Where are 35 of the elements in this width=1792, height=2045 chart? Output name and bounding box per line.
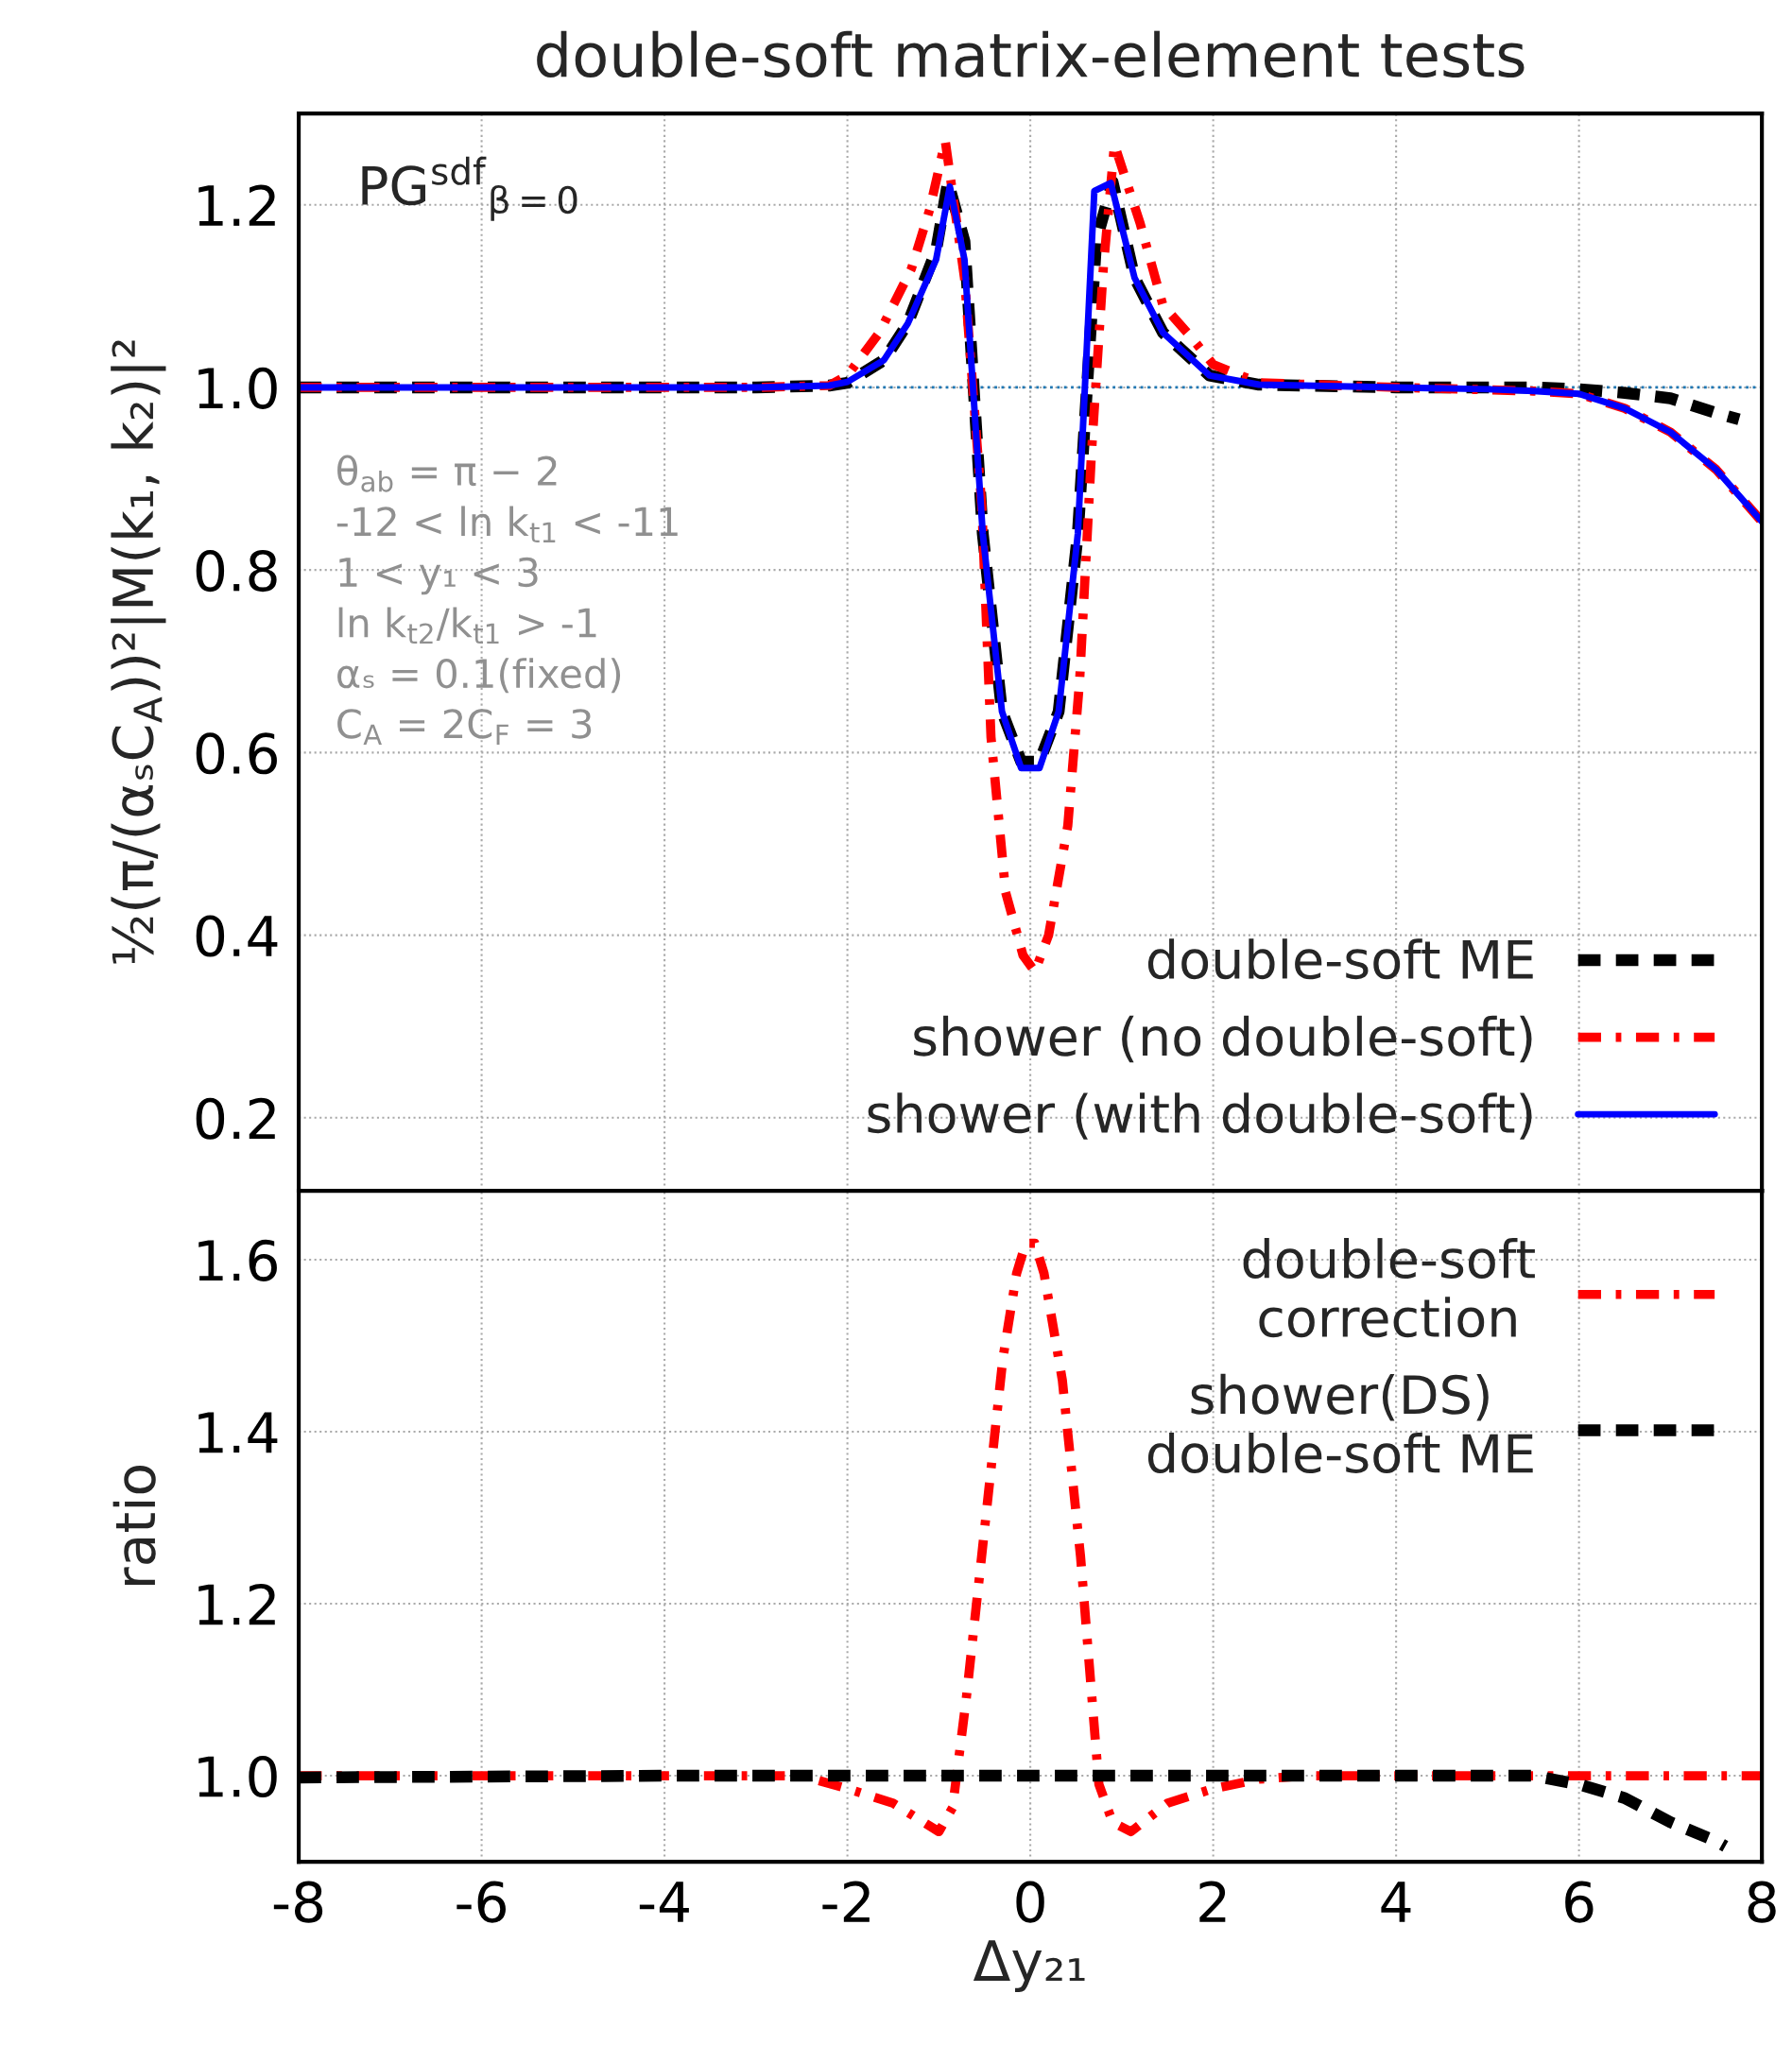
x-axis-title: Δy₂₁ (973, 1940, 1085, 1993)
x-tick-label: -4 (639, 1882, 689, 1922)
annotation: ln k$_{t2}$/k$_{t1}$ > -1 (338, 607, 596, 644)
y-tick-label: 1.2 (198, 1583, 275, 1625)
annotation: PG$^{sdf}$$_{β=0}$ (362, 156, 577, 221)
y-tick-label: 1.2 (198, 184, 275, 226)
y-tick-label: 0.4 (196, 915, 278, 957)
y-axis-title: ½(π/(αₛC$_{A}$))²|M(k₁, k₂)|² (111, 340, 166, 964)
annotation: C$_{A}$ = 2C$_{F}$ = 3 (337, 709, 592, 745)
annotation: -12 < ln k$_{t1}$ < -11 (336, 506, 678, 542)
x-tick-label: -2 (822, 1881, 870, 1922)
y-axis-title: ratio (112, 1466, 156, 1586)
y-tick-label: 1.6 (198, 1239, 277, 1281)
y-tick-label: 1.0 (198, 1755, 277, 1798)
legend-label: shower (no double-soft) (914, 1015, 1532, 1063)
annotation: 1 < y₁ < 3 (339, 557, 538, 595)
x-tick-label: -6 (457, 1881, 506, 1923)
x-tick-label: 6 (1565, 1881, 1594, 1923)
annotation: αₛ = 0.1(fixed) (337, 658, 621, 694)
y-tick-label: 0.6 (196, 732, 277, 775)
legend-label: double-soft correction (1243, 1238, 1535, 1338)
x-tick-label: -8 (273, 1881, 323, 1923)
legend-label: shower(DS) double-soft ME (1147, 1373, 1533, 1474)
y-tick-label: 1.0 (198, 367, 277, 409)
legend-label: shower (with double-soft) (868, 1092, 1532, 1140)
annotation: θ$_{ab}$ = π − 2 (337, 455, 557, 492)
chart-title: double-soft matrix-element tests (537, 30, 1525, 78)
x-tick-label: 2 (1199, 1881, 1226, 1922)
x-tick-label: 8 (1748, 1881, 1776, 1923)
legend-label: double-soft ME (1147, 938, 1533, 980)
y-tick-label: 1.4 (198, 1412, 278, 1453)
y-tick-label: 0.8 (196, 550, 277, 593)
y-tick-label: 0.2 (196, 1097, 275, 1140)
x-tick-label: 0 (1016, 1881, 1044, 1923)
x-tick-label: 4 (1381, 1882, 1411, 1922)
